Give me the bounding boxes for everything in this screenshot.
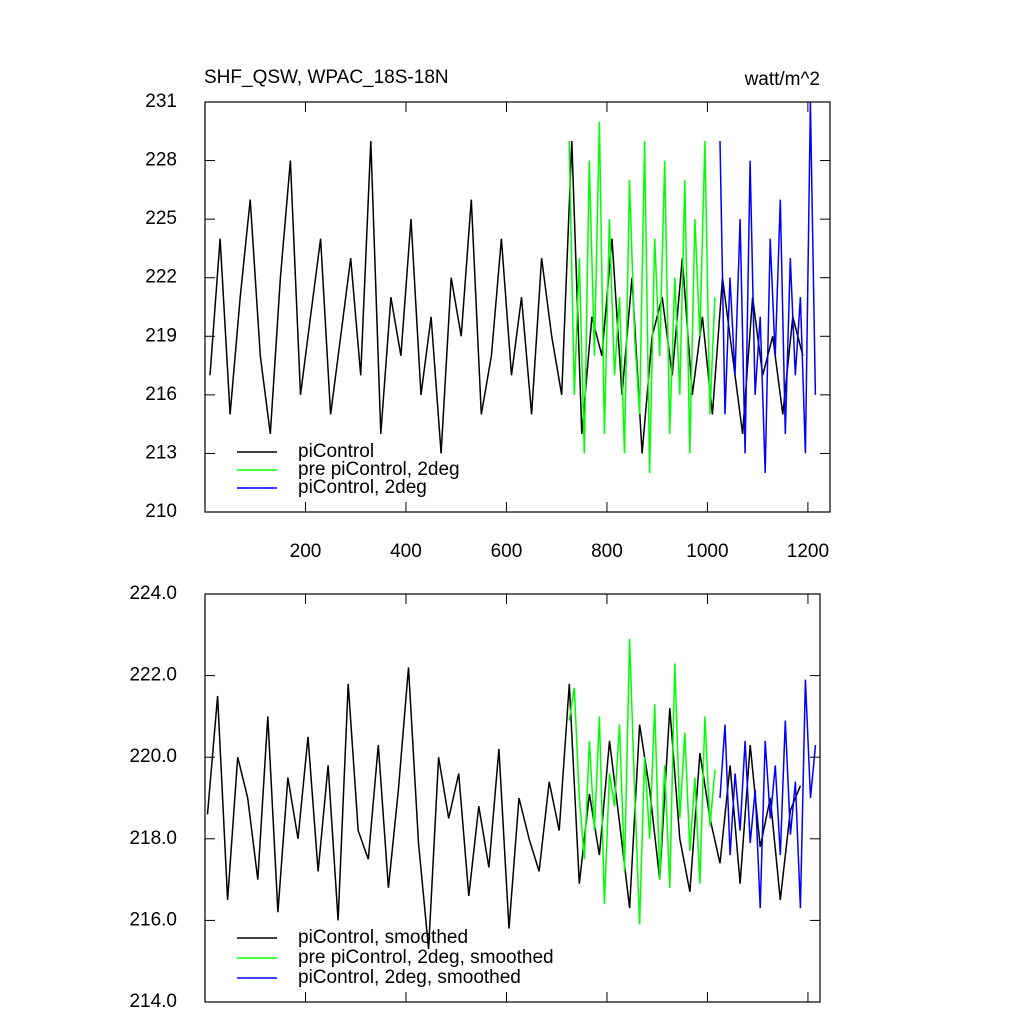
x-tick-label: 400 — [390, 541, 422, 562]
data-line — [209, 140, 804, 454]
y-tick-label: 228 — [145, 150, 177, 171]
x-tick-label: 600 — [491, 541, 523, 562]
y-tick-label: 222 — [145, 267, 177, 288]
y-tick-label: 220.0 — [129, 746, 177, 767]
plot-frame — [204, 101, 831, 513]
plot-frame — [204, 593, 821, 1003]
x-tick-label: 200 — [290, 541, 322, 562]
legend-label: pre piControl, 2deg, smoothed — [298, 947, 554, 968]
y-tick-label: 231 — [145, 91, 177, 112]
y-tick-label: 210 — [145, 501, 177, 522]
y-tick-label: 219 — [145, 325, 177, 346]
x-tick-label: 1200 — [787, 541, 829, 562]
y-tick-label: 224.0 — [129, 583, 177, 604]
y-tick-label: 225 — [145, 208, 177, 229]
legend-label: piControl — [298, 441, 374, 462]
data-line — [568, 638, 716, 925]
data-line — [719, 101, 817, 474]
y-tick-label: 213 — [145, 442, 177, 463]
chart-title: SHF_QSW, WPAC_18S-18N — [204, 67, 449, 88]
legend-label: piControl, smoothed — [298, 927, 468, 948]
units-label: watt/m^2 — [744, 69, 820, 90]
data-line — [568, 121, 716, 474]
x-tick-label: 1000 — [686, 541, 728, 562]
y-tick-label: 222.0 — [129, 665, 177, 686]
legend-label: piControl, 2deg — [298, 477, 427, 498]
y-tick-label: 216 — [145, 384, 177, 405]
legend-label: piControl, 2deg, smoothed — [298, 967, 521, 988]
data-line — [206, 667, 802, 950]
y-tick-label: 214.0 — [129, 991, 177, 1012]
y-tick-label: 218.0 — [129, 828, 177, 849]
legend-label: pre piControl, 2deg — [298, 459, 460, 480]
y-tick-label: 216.0 — [129, 909, 177, 930]
data-line — [719, 679, 817, 909]
x-tick-label: 800 — [591, 541, 623, 562]
